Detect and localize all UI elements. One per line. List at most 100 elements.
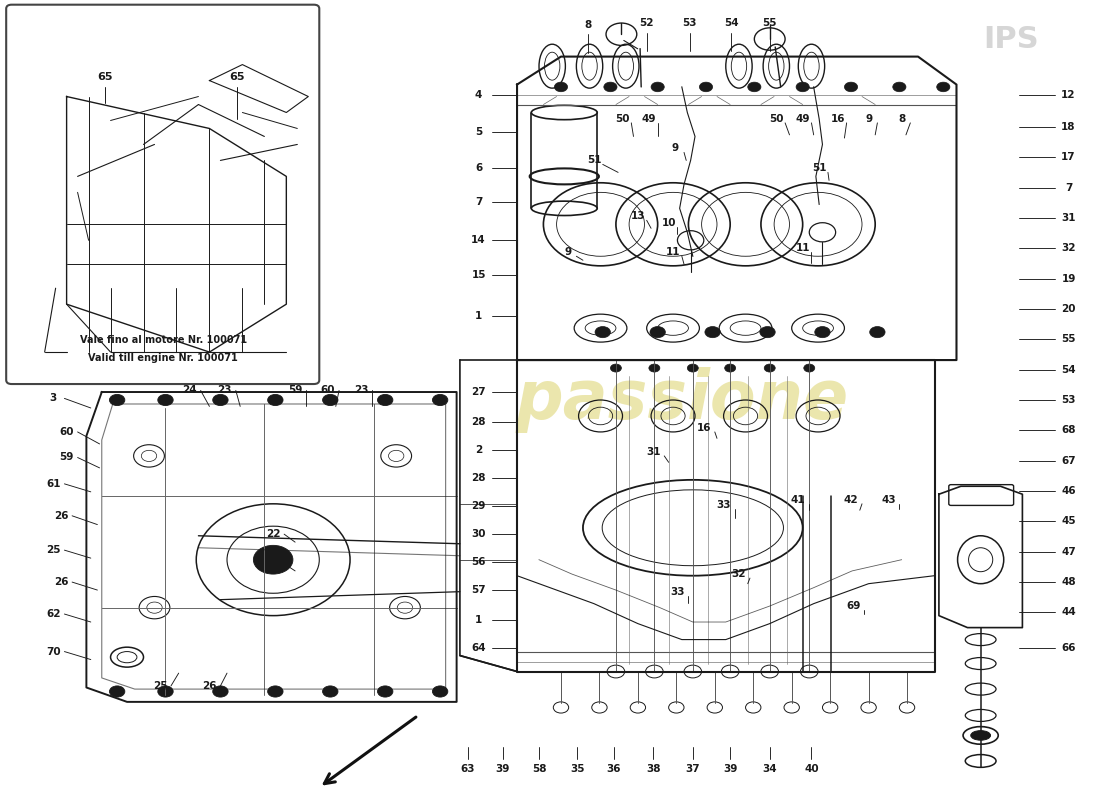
Circle shape: [725, 364, 736, 372]
Text: 26: 26: [54, 577, 68, 587]
Text: 7: 7: [1065, 182, 1072, 193]
Text: 45: 45: [1062, 516, 1076, 526]
Circle shape: [110, 394, 124, 406]
Text: 1: 1: [475, 311, 482, 321]
Text: 33: 33: [670, 586, 684, 597]
Text: 5: 5: [475, 127, 482, 138]
Text: 58: 58: [531, 764, 547, 774]
FancyBboxPatch shape: [7, 5, 319, 384]
Text: 6: 6: [475, 163, 482, 174]
Text: 49: 49: [795, 114, 810, 124]
Text: 65: 65: [229, 71, 244, 82]
Text: IPS: IPS: [983, 25, 1040, 54]
Text: 21: 21: [266, 558, 280, 569]
Text: 11: 11: [666, 247, 680, 258]
Text: 16: 16: [696, 423, 711, 433]
Text: 28: 28: [471, 474, 486, 483]
Circle shape: [688, 364, 698, 372]
Text: 31: 31: [1062, 213, 1076, 223]
Circle shape: [760, 326, 775, 338]
Circle shape: [322, 394, 338, 406]
Text: 59: 59: [59, 453, 74, 462]
Text: 12: 12: [1062, 90, 1076, 100]
Circle shape: [604, 82, 617, 92]
Text: 29: 29: [472, 502, 486, 511]
Text: 39: 39: [496, 764, 510, 774]
Circle shape: [650, 326, 666, 338]
Text: 27: 27: [471, 387, 486, 397]
Text: 28: 28: [471, 417, 486, 426]
Text: 9: 9: [564, 247, 571, 258]
Text: 14: 14: [471, 235, 486, 246]
Text: 9: 9: [865, 114, 872, 124]
Text: 1: 1: [475, 614, 482, 625]
Text: 69: 69: [846, 601, 860, 611]
Circle shape: [700, 82, 713, 92]
Text: 62: 62: [46, 609, 60, 619]
Text: 66: 66: [1062, 642, 1076, 653]
Text: 2: 2: [475, 446, 482, 455]
Circle shape: [432, 394, 448, 406]
Text: 30: 30: [471, 529, 486, 539]
Text: 59: 59: [288, 386, 302, 395]
Text: 13: 13: [630, 211, 645, 222]
Text: 33: 33: [716, 501, 730, 510]
Text: 36: 36: [606, 764, 621, 774]
Text: 18: 18: [1062, 122, 1076, 132]
Text: 4: 4: [475, 90, 482, 100]
Circle shape: [815, 326, 830, 338]
Circle shape: [157, 686, 173, 697]
Text: 46: 46: [1062, 486, 1076, 496]
Circle shape: [267, 394, 283, 406]
Text: 56: 56: [471, 557, 486, 567]
Text: 8: 8: [898, 114, 905, 124]
Text: 39: 39: [723, 764, 737, 774]
Text: 50: 50: [615, 114, 630, 124]
Circle shape: [253, 546, 293, 574]
Text: 63: 63: [461, 764, 475, 774]
Text: 9: 9: [672, 143, 679, 154]
Text: 23: 23: [218, 386, 232, 395]
Circle shape: [845, 82, 858, 92]
Circle shape: [937, 82, 950, 92]
Text: 26: 26: [54, 510, 68, 521]
Text: 60: 60: [321, 386, 336, 395]
Circle shape: [804, 364, 815, 372]
Text: 67: 67: [1062, 456, 1076, 466]
Circle shape: [212, 394, 228, 406]
Text: 15: 15: [471, 270, 486, 280]
Text: 54: 54: [724, 18, 738, 28]
Circle shape: [649, 364, 660, 372]
Circle shape: [651, 82, 664, 92]
Text: 51: 51: [586, 155, 602, 166]
FancyBboxPatch shape: [949, 485, 1013, 506]
Text: 57: 57: [471, 585, 486, 595]
Circle shape: [764, 364, 776, 372]
Circle shape: [377, 686, 393, 697]
Text: 10: 10: [661, 218, 675, 228]
Text: 38: 38: [646, 764, 660, 774]
Circle shape: [610, 364, 621, 372]
Text: 51: 51: [812, 163, 826, 174]
Text: 53: 53: [1062, 395, 1076, 405]
Text: 20: 20: [1062, 304, 1076, 314]
Text: 54: 54: [1062, 365, 1076, 374]
Text: 52: 52: [639, 18, 653, 28]
Text: 7: 7: [475, 197, 482, 207]
Text: passione: passione: [515, 367, 848, 433]
Circle shape: [595, 326, 610, 338]
Ellipse shape: [971, 730, 990, 740]
Text: 68: 68: [1062, 426, 1076, 435]
Text: 70: 70: [46, 646, 60, 657]
Circle shape: [432, 686, 448, 697]
Text: 26: 26: [202, 681, 217, 691]
Text: 65: 65: [97, 71, 113, 82]
Text: 43: 43: [881, 495, 895, 505]
Text: 53: 53: [682, 18, 696, 28]
Text: 25: 25: [46, 545, 60, 555]
Text: 34: 34: [762, 764, 777, 774]
Text: 19: 19: [1062, 274, 1076, 284]
Text: 11: 11: [795, 243, 810, 254]
Circle shape: [267, 686, 283, 697]
Text: Valid till engine Nr. 100071: Valid till engine Nr. 100071: [88, 354, 239, 363]
